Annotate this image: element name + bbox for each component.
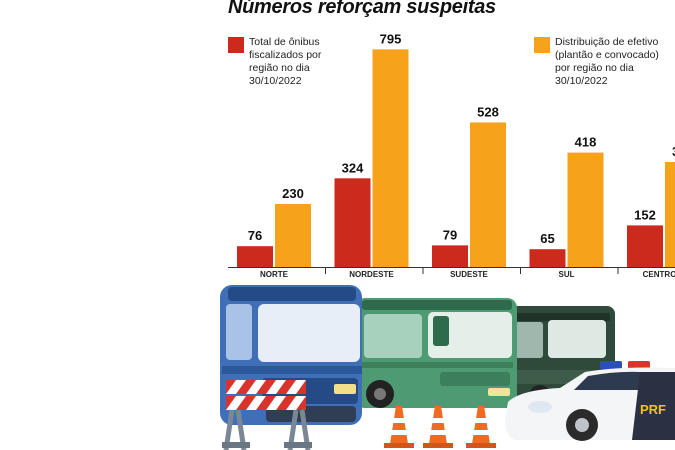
bar-orange bbox=[567, 152, 604, 267]
bar-orange bbox=[275, 204, 311, 267]
bar-value-label: 528 bbox=[477, 104, 499, 119]
category-label: CENTRO-O bbox=[643, 270, 675, 279]
legend-red-line: região no dia bbox=[249, 62, 310, 74]
category-label: NORTE bbox=[260, 270, 289, 279]
bar-value-label: 418 bbox=[575, 135, 597, 150]
legend-swatch-red bbox=[228, 37, 244, 53]
bar-value-label: 152 bbox=[634, 207, 656, 222]
category-label: NORDESTE bbox=[349, 270, 394, 279]
traffic-cone bbox=[466, 406, 496, 448]
bar-red bbox=[237, 246, 273, 267]
category-label: SUDESTE bbox=[450, 270, 488, 279]
bar-value-label: 76 bbox=[248, 228, 262, 243]
legend-orange-line: 30/10/2022 bbox=[555, 75, 608, 87]
bar-orange bbox=[372, 49, 409, 268]
bar-red bbox=[627, 225, 663, 267]
bar-value-label: 795 bbox=[380, 31, 402, 46]
bar-orange bbox=[470, 122, 506, 268]
traffic-cones bbox=[384, 406, 496, 448]
bar-value-label: 324 bbox=[342, 160, 364, 175]
legend-label-red: Total de ônibus fiscalizados por região … bbox=[249, 36, 321, 88]
bar-value-label: 65 bbox=[540, 231, 554, 246]
legend-orange-line: por região no dia bbox=[555, 62, 634, 74]
legend-red-line: 30/10/2022 bbox=[249, 75, 302, 87]
bar-value-label: 230 bbox=[282, 186, 304, 201]
category-label: SUL bbox=[559, 270, 575, 279]
bar-orange bbox=[665, 162, 675, 267]
bar-chart: 76 230 NORTE 324 795 NORDESTE 79 528 SUDESTE 65 41… bbox=[228, 31, 675, 279]
police-car: PRF bbox=[505, 361, 675, 441]
bar-red bbox=[432, 245, 468, 267]
green-bus bbox=[355, 298, 517, 408]
prf-logo-text: PRF bbox=[640, 402, 666, 417]
legend-label-orange: Distribuição de efetivo (plantão e convo… bbox=[555, 36, 659, 88]
legend-swatch-orange bbox=[534, 37, 550, 53]
traffic-cone bbox=[423, 406, 453, 448]
legend-red-line: fiscalizados por bbox=[249, 49, 322, 61]
legend-orange-line: Distribuição de efetivo bbox=[555, 36, 659, 48]
bar-red bbox=[529, 249, 566, 267]
bar-value-label: 79 bbox=[443, 227, 457, 242]
chart-title: Números reforçam suspeitas bbox=[228, 0, 496, 18]
bar-value-label: 3 bbox=[672, 144, 675, 159]
bar-red bbox=[334, 178, 371, 267]
road-barrier bbox=[222, 380, 312, 450]
legend-orange-line: (plantão e convocado) bbox=[555, 49, 659, 61]
legend-red-line: Total de ônibus bbox=[249, 36, 320, 48]
traffic-cone bbox=[384, 406, 414, 448]
